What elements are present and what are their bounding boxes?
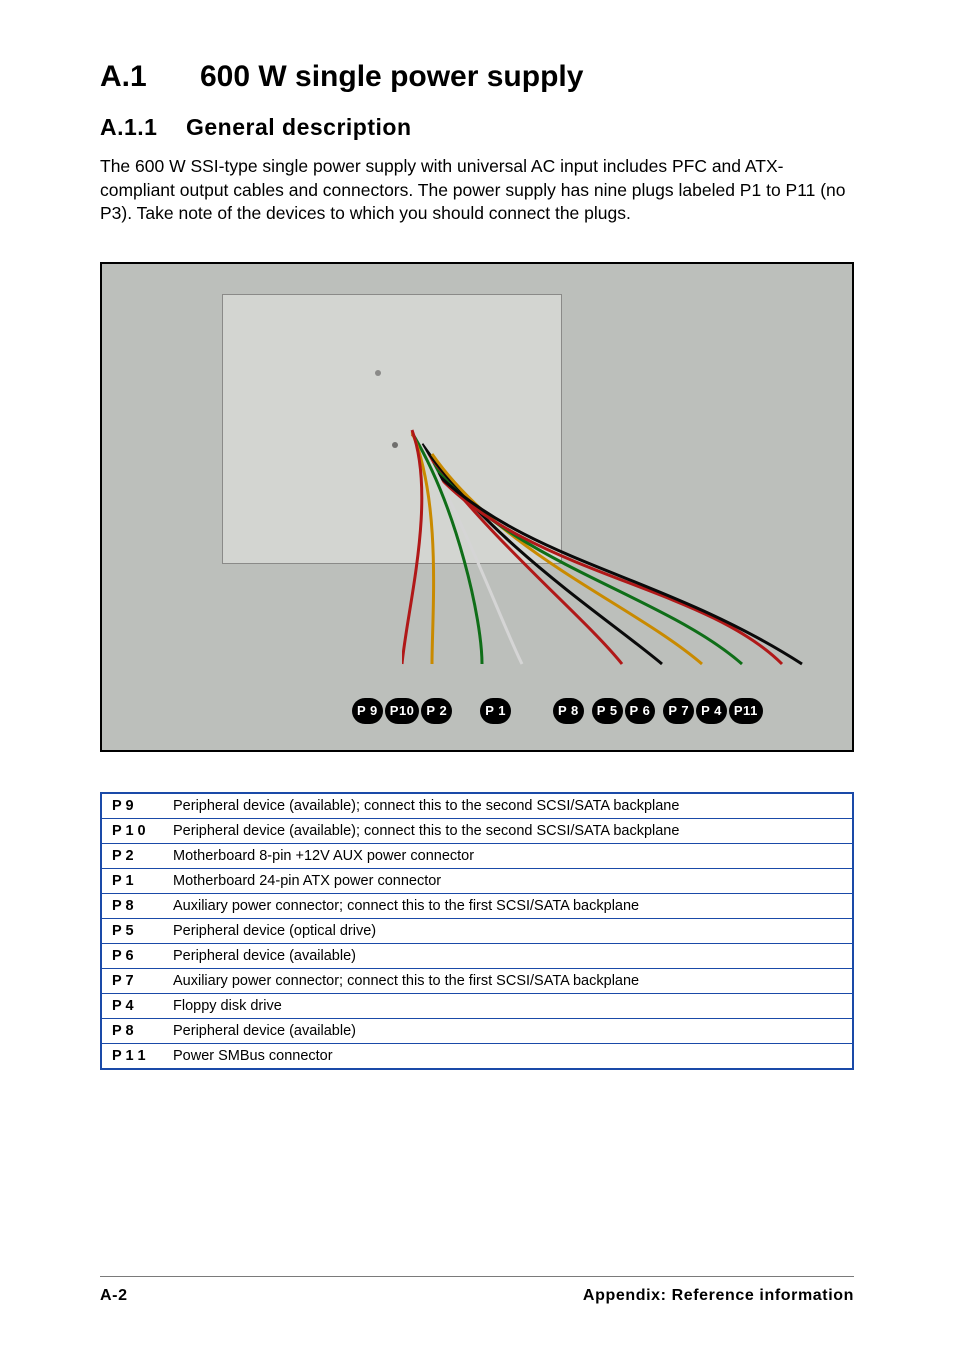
wires-svg-icon <box>402 414 832 684</box>
table-row: P 6Peripheral device (available) <box>101 943 853 968</box>
plug-badge: P 7 <box>663 698 694 724</box>
psu-figure: P 9 P10 P 2 P 1 P 8 P 5 P 6 P 7 P 4 P11 <box>100 262 854 752</box>
footer-page-number: A-2 <box>100 1287 128 1305</box>
footer-section-title: Appendix: Reference information <box>583 1287 854 1305</box>
plug-desc: Peripheral device (available) <box>163 1018 853 1043</box>
plug-badge: P 8 <box>553 698 584 724</box>
heading-1: A.1600 W single power supply <box>100 60 854 94</box>
page: A.1600 W single power supply A.1.1Genera… <box>0 0 954 1351</box>
heading-2-number: A.1.1 <box>100 114 186 141</box>
plug-badge: P 9 <box>352 698 383 724</box>
plug-key: P 1 1 <box>101 1043 163 1069</box>
table-row: P 8Peripheral device (available) <box>101 1018 853 1043</box>
table-row: P 4Floppy disk drive <box>101 993 853 1018</box>
plug-badge: P 4 <box>696 698 727 724</box>
plug-badge: P10 <box>385 698 420 724</box>
page-footer: A-2 Appendix: Reference information <box>100 1276 854 1305</box>
plug-key: P 1 <box>101 868 163 893</box>
plug-badge: P 2 <box>421 698 452 724</box>
heading-1-number: A.1 <box>100 60 200 94</box>
plug-key: P 2 <box>101 843 163 868</box>
plug-key: P 1 0 <box>101 818 163 843</box>
plug-key: P 6 <box>101 943 163 968</box>
plug-desc: Peripheral device (available) <box>163 943 853 968</box>
wire-bundle-icon <box>402 414 832 684</box>
plug-key: P 5 <box>101 918 163 943</box>
body-paragraph: The 600 W SSI-type single power supply w… <box>100 155 854 226</box>
heading-2-title: General description <box>186 114 412 140</box>
plug-desc: Floppy disk drive <box>163 993 853 1018</box>
plug-desc: Peripheral device (optical drive) <box>163 918 853 943</box>
plug-desc: Power SMBus connector <box>163 1043 853 1069</box>
table-row: P 8Auxiliary power connector; connect th… <box>101 893 853 918</box>
plug-desc: Peripheral device (available); connect t… <box>163 818 853 843</box>
heading-1-title: 600 W single power supply <box>200 60 583 93</box>
plug-badge: P 6 <box>625 698 656 724</box>
plug-desc: Motherboard 24-pin ATX power connector <box>163 868 853 893</box>
table-row: P 5Peripheral device (optical drive) <box>101 918 853 943</box>
table-row: P 1Motherboard 24-pin ATX power connecto… <box>101 868 853 893</box>
plug-key: P 7 <box>101 968 163 993</box>
plug-desc: Motherboard 8-pin +12V AUX power connect… <box>163 843 853 868</box>
plug-key: P 8 <box>101 1018 163 1043</box>
table-row: P 2Motherboard 8-pin +12V AUX power conn… <box>101 843 853 868</box>
plug-desc: Auxiliary power connector; connect this … <box>163 893 853 918</box>
plug-key: P 9 <box>101 793 163 819</box>
plug-key: P 8 <box>101 893 163 918</box>
plug-badge: P 1 <box>480 698 511 724</box>
table-row: P 7Auxiliary power connector; connect th… <box>101 968 853 993</box>
heading-2: A.1.1General description <box>100 114 854 141</box>
plug-desc: Auxiliary power connector; connect this … <box>163 968 853 993</box>
plug-key: P 4 <box>101 993 163 1018</box>
connector-table: P 9Peripheral device (available); connec… <box>100 792 854 1070</box>
connector-table-body: P 9Peripheral device (available); connec… <box>101 793 853 1069</box>
plug-badge-row: P 9 P10 P 2 P 1 P 8 P 5 P 6 P 7 P 4 P11 <box>352 698 765 724</box>
plug-badge: P11 <box>729 698 763 724</box>
table-row: P 1 1Power SMBus connector <box>101 1043 853 1069</box>
plug-badge: P 5 <box>592 698 623 724</box>
table-row: P 9Peripheral device (available); connec… <box>101 793 853 819</box>
table-row: P 1 0Peripheral device (available); conn… <box>101 818 853 843</box>
plug-desc: Peripheral device (available); connect t… <box>163 793 853 819</box>
